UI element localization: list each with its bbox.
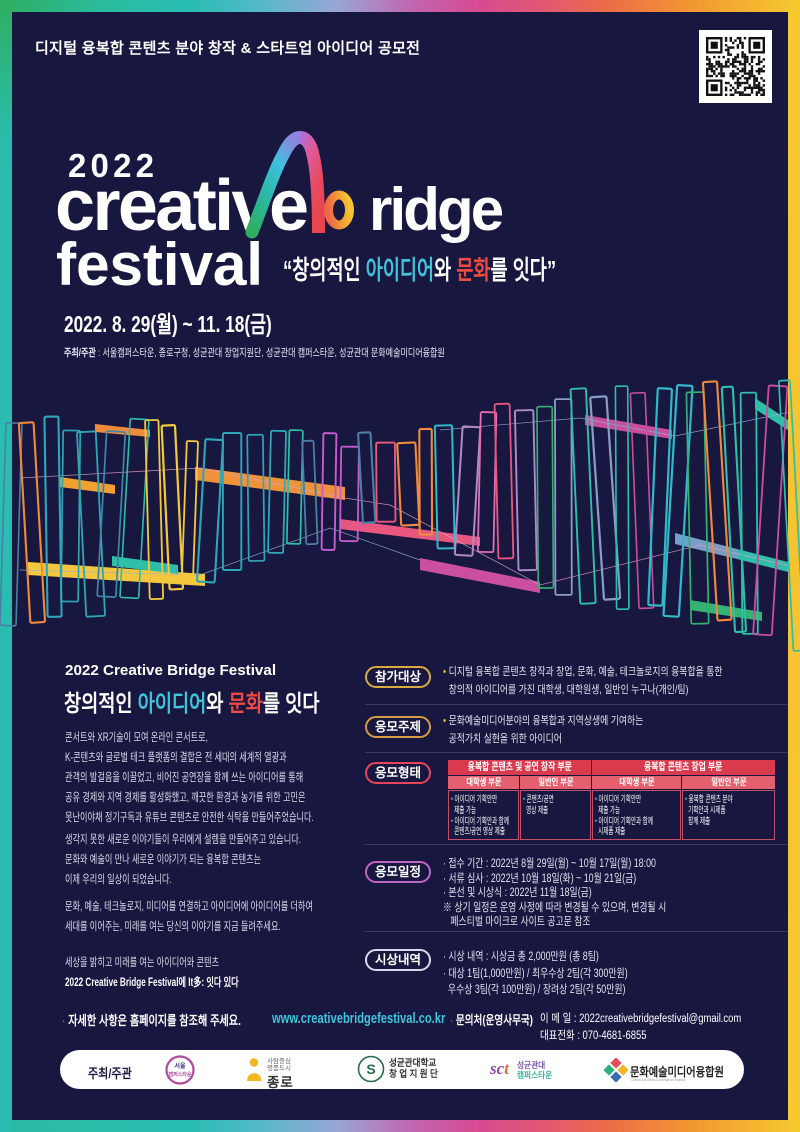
svg-text:서울: 서울: [174, 1062, 186, 1070]
svg-text:S: S: [366, 1061, 375, 1077]
svg-text:캠퍼스타운: 캠퍼스타운: [168, 1071, 191, 1078]
